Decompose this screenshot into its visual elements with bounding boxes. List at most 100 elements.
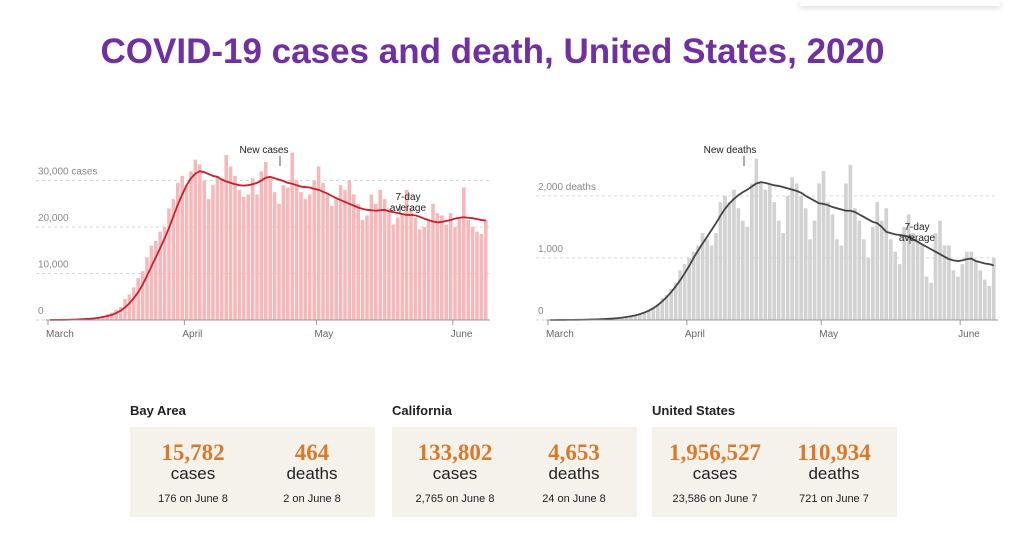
bar xyxy=(938,220,942,320)
bar xyxy=(479,234,484,320)
window-edge xyxy=(800,0,1000,6)
bar xyxy=(911,233,915,320)
bar xyxy=(242,196,246,320)
bar xyxy=(741,220,745,320)
bar xyxy=(246,194,250,320)
bar xyxy=(615,318,620,320)
bar xyxy=(884,208,889,320)
bar xyxy=(879,220,884,320)
bar xyxy=(303,199,308,320)
region-label: United States xyxy=(652,403,736,418)
bar xyxy=(866,257,871,320)
bar xyxy=(312,180,316,320)
bar xyxy=(470,227,475,320)
bar xyxy=(444,224,448,320)
bar xyxy=(651,307,656,320)
stat-note: 2 on June 8 xyxy=(283,493,341,505)
x-tick-label: April xyxy=(182,329,202,340)
bar xyxy=(781,233,786,320)
bar xyxy=(378,189,382,320)
bar xyxy=(736,208,741,320)
bar xyxy=(682,264,687,320)
bar xyxy=(960,264,965,320)
bar xyxy=(906,214,911,320)
bar xyxy=(991,257,996,320)
bar xyxy=(870,226,875,320)
bar xyxy=(629,316,633,320)
stat-number: 133,802 xyxy=(417,440,493,465)
bar xyxy=(360,220,365,320)
y-tick-label: 20,000 xyxy=(38,213,69,224)
x-tick-label: June xyxy=(958,329,980,340)
bar xyxy=(646,310,651,320)
bar xyxy=(956,276,960,320)
y-tick-label: 2,000 deaths xyxy=(538,182,596,193)
bar xyxy=(799,195,803,320)
bar xyxy=(435,213,440,320)
bar xyxy=(462,187,466,320)
bar xyxy=(365,215,369,320)
bar xyxy=(330,206,334,320)
bar xyxy=(110,312,114,320)
bar xyxy=(924,276,929,320)
series-label: 7-day average xyxy=(898,222,936,244)
bar xyxy=(888,239,893,320)
y-tick-label: 0 xyxy=(38,306,44,317)
series-label: New cases xyxy=(239,145,289,156)
bar xyxy=(387,208,391,320)
bar xyxy=(140,271,145,320)
bar xyxy=(718,202,723,320)
stat-label: cases xyxy=(170,464,216,483)
bar xyxy=(347,180,352,320)
bar xyxy=(277,203,281,320)
bar xyxy=(875,202,880,320)
bar xyxy=(687,257,691,320)
bar xyxy=(171,199,176,320)
bar xyxy=(808,239,812,320)
bar xyxy=(633,315,638,320)
bar xyxy=(484,220,488,320)
bar xyxy=(942,245,947,320)
bar xyxy=(920,245,924,320)
bar xyxy=(123,299,127,320)
bar xyxy=(691,251,696,320)
bar xyxy=(286,187,290,320)
bar xyxy=(453,227,457,320)
bar xyxy=(750,183,754,320)
bar xyxy=(352,194,356,320)
bar xyxy=(426,220,431,320)
stat-note: 2,765 on June 8 xyxy=(415,493,495,505)
bar xyxy=(374,203,378,320)
bar xyxy=(857,220,862,320)
stat-box: 1,956,527 cases 23,586 on June 7 110,934 de… xyxy=(652,427,897,517)
bar xyxy=(431,203,435,320)
bar xyxy=(118,306,123,320)
bar xyxy=(255,194,259,320)
bar xyxy=(114,309,118,320)
bar xyxy=(422,227,426,320)
bar xyxy=(176,182,180,320)
bar xyxy=(211,185,215,320)
bar xyxy=(158,231,162,320)
stat-number: 464 xyxy=(294,440,330,465)
x-tick-label: March xyxy=(46,329,74,340)
bar xyxy=(382,199,387,320)
bar xyxy=(391,224,396,320)
bar xyxy=(723,195,727,320)
stat-label: deaths xyxy=(548,464,600,483)
stat-deaths: 464 deaths 2 on June 8 xyxy=(252,440,372,506)
bar xyxy=(180,175,184,320)
bar xyxy=(624,316,629,320)
bar xyxy=(745,226,750,320)
bar xyxy=(167,208,171,320)
bar xyxy=(974,261,978,320)
bar xyxy=(853,208,857,320)
series-label: 7-day average xyxy=(389,192,427,214)
bar xyxy=(334,199,338,320)
bar xyxy=(220,178,224,320)
bar xyxy=(642,311,647,320)
bar xyxy=(785,195,790,320)
bar xyxy=(145,257,149,320)
bar xyxy=(714,233,718,320)
